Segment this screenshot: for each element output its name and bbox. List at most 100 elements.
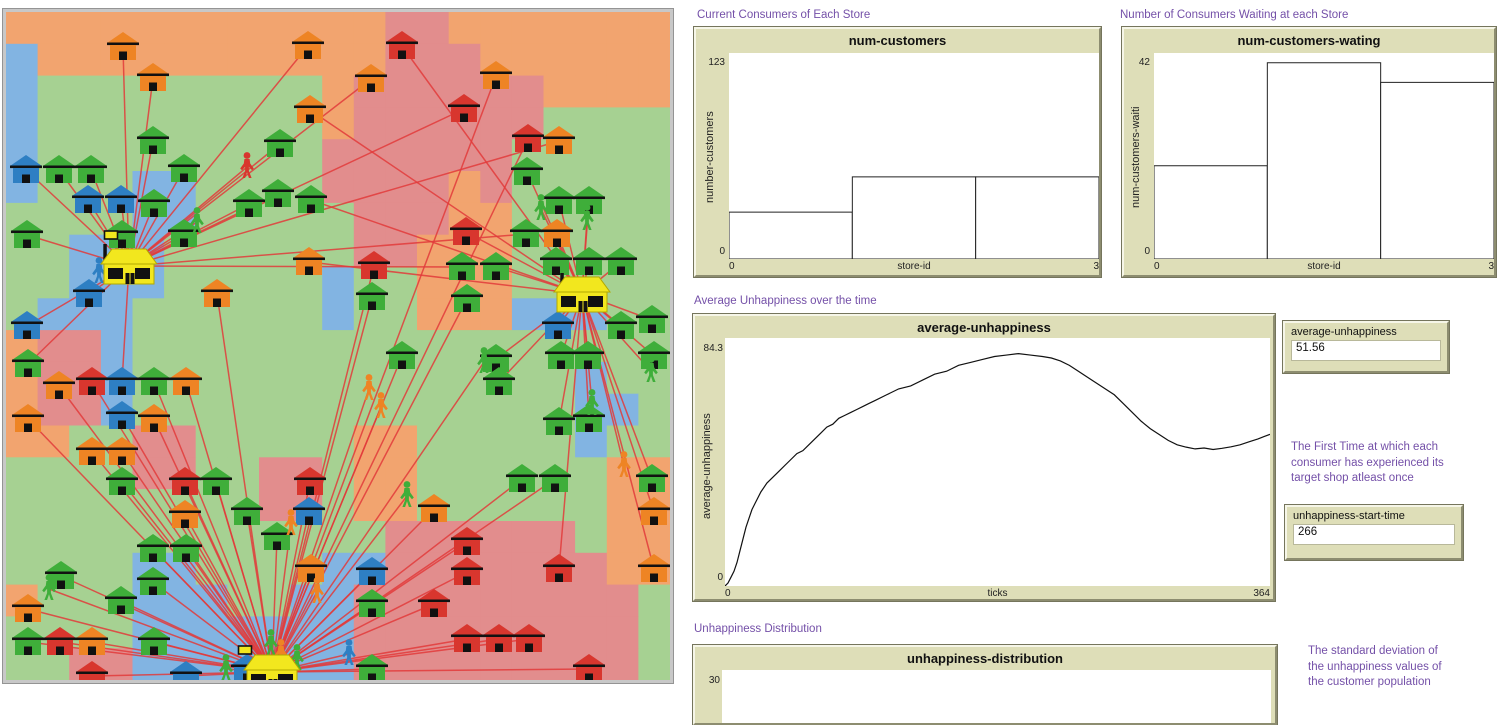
house [106, 467, 138, 495]
patch [259, 393, 292, 427]
patch [638, 266, 670, 299]
patch [511, 552, 545, 586]
house [168, 219, 200, 247]
house [294, 467, 326, 495]
netlogo-interface: { "captions": { "plot1": "Current Consum… [2, 8, 1496, 725]
house [480, 252, 512, 280]
link [271, 638, 468, 673]
x-min-tick: 0 [1154, 261, 1160, 272]
patch [606, 648, 639, 680]
patch [385, 107, 418, 140]
house [76, 367, 108, 395]
house [261, 522, 293, 550]
patch [37, 75, 70, 108]
x-axis-label: ticks [987, 588, 1008, 599]
patch [417, 457, 450, 490]
plot-num-customers-waiting: num-customers-wating 42 0 num-customers-… [1122, 27, 1496, 277]
patch [259, 234, 292, 268]
house [168, 154, 200, 182]
patch [448, 425, 481, 458]
house [76, 437, 108, 465]
patch [290, 298, 323, 331]
patch [511, 521, 545, 554]
patch [448, 393, 481, 427]
patch [480, 457, 513, 490]
house [541, 219, 573, 247]
house [573, 247, 605, 275]
patch [511, 75, 545, 108]
house [137, 534, 169, 562]
house [543, 186, 575, 214]
patch [480, 107, 513, 140]
patch [164, 107, 197, 140]
patch [259, 266, 292, 299]
patch [575, 107, 608, 140]
link [271, 388, 370, 673]
patch [6, 552, 39, 586]
patch [37, 43, 70, 77]
store [553, 276, 611, 313]
patch [638, 171, 670, 204]
patch [606, 139, 639, 172]
monitor-average-unhappiness: average-unhappiness 51.56 [1283, 321, 1449, 373]
patch [417, 12, 450, 45]
y-max-tick: 84.3 [703, 343, 723, 354]
patch [6, 107, 39, 140]
house [233, 189, 265, 217]
plot-title: unhappiness-distribution [907, 651, 1063, 666]
patch [227, 361, 260, 395]
patch [511, 425, 545, 458]
patch [322, 12, 355, 45]
house [480, 344, 512, 372]
x-max-tick: 3 [1093, 261, 1099, 272]
person [342, 639, 356, 665]
patch [448, 330, 481, 363]
house [638, 497, 670, 525]
patch [575, 616, 608, 649]
patch [37, 489, 70, 522]
plot-num-customers: num-customers 123 0 number-customers 0 s… [694, 27, 1101, 277]
store [243, 654, 301, 680]
patch [322, 330, 355, 363]
patch [195, 234, 228, 268]
patch [290, 425, 323, 458]
patch [164, 12, 197, 45]
patch [385, 234, 418, 268]
note-unhappiness-distribution: Unhappiness Distribution [694, 623, 822, 635]
patch [638, 425, 670, 458]
person [585, 389, 599, 415]
world-view[interactable] [2, 8, 674, 684]
patch [259, 298, 292, 331]
patch [37, 266, 70, 299]
patch [575, 43, 608, 77]
house [511, 157, 543, 185]
bar-chart [729, 53, 1099, 259]
patch [385, 298, 418, 331]
house [450, 217, 482, 245]
patch [100, 521, 134, 554]
house [105, 185, 137, 213]
patch [480, 202, 513, 236]
link [128, 45, 309, 267]
patch [227, 266, 260, 299]
patch [638, 521, 670, 554]
patch [259, 457, 292, 490]
person [310, 577, 324, 603]
house [446, 252, 478, 280]
link [152, 581, 273, 673]
patch [164, 75, 197, 108]
house [605, 311, 637, 339]
patch [290, 393, 323, 427]
patch [448, 43, 481, 77]
link [48, 588, 273, 673]
patch [385, 489, 418, 522]
house [545, 341, 577, 369]
patch [480, 425, 513, 458]
patch [69, 12, 102, 45]
patch [259, 361, 292, 395]
note-first-time: The First Time at which each consumer ha… [1291, 441, 1444, 484]
link [121, 481, 273, 673]
patch [322, 171, 355, 204]
patch [511, 393, 545, 427]
note-average-unhappiness: Average Unhappiness over the time [694, 295, 877, 307]
